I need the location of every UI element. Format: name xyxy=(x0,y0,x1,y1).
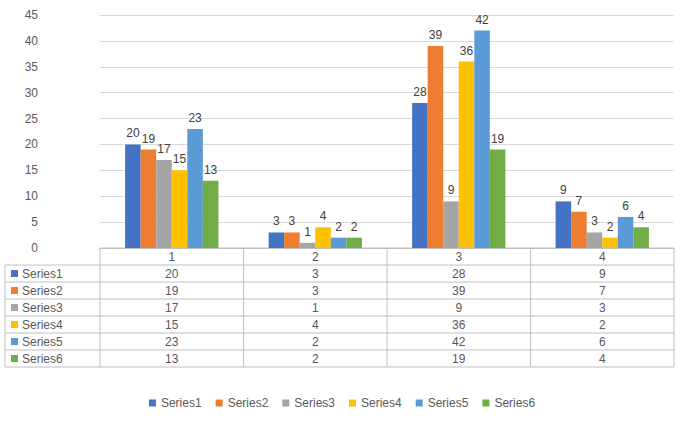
svg-text:23: 23 xyxy=(165,335,179,349)
svg-text:42: 42 xyxy=(452,335,466,349)
svg-text:4: 4 xyxy=(320,209,327,223)
svg-text:9: 9 xyxy=(448,183,455,197)
svg-text:3: 3 xyxy=(455,250,462,264)
svg-text:9: 9 xyxy=(560,183,567,197)
svg-text:28: 28 xyxy=(452,267,466,281)
svg-text:42: 42 xyxy=(475,13,489,27)
svg-text:10: 10 xyxy=(25,189,39,203)
svg-text:2: 2 xyxy=(312,250,319,264)
svg-text:19: 19 xyxy=(491,132,505,146)
svg-text:7: 7 xyxy=(576,194,583,208)
svg-text:Series5: Series5 xyxy=(428,396,469,410)
svg-text:3: 3 xyxy=(289,214,296,228)
svg-text:3: 3 xyxy=(273,214,280,228)
svg-text:Series1: Series1 xyxy=(161,396,202,410)
svg-text:2: 2 xyxy=(607,220,614,234)
svg-text:20: 20 xyxy=(25,137,39,151)
svg-text:2: 2 xyxy=(312,352,319,366)
svg-text:2: 2 xyxy=(312,335,319,349)
svg-text:20: 20 xyxy=(165,267,179,281)
svg-text:23: 23 xyxy=(188,111,202,125)
svg-text:4: 4 xyxy=(638,209,645,223)
svg-text:20: 20 xyxy=(126,126,140,140)
svg-text:Series3: Series3 xyxy=(294,396,335,410)
svg-text:3: 3 xyxy=(599,301,606,315)
svg-text:13: 13 xyxy=(204,163,218,177)
svg-text:6: 6 xyxy=(622,199,629,213)
svg-text:Series2: Series2 xyxy=(228,396,269,410)
svg-text:2: 2 xyxy=(599,318,606,332)
svg-text:Series2: Series2 xyxy=(22,284,63,298)
svg-text:4: 4 xyxy=(599,352,606,366)
svg-text:4: 4 xyxy=(599,250,606,264)
svg-text:0: 0 xyxy=(31,241,38,255)
svg-text:3: 3 xyxy=(591,214,598,228)
svg-text:Series4: Series4 xyxy=(22,318,63,332)
svg-text:7: 7 xyxy=(599,284,606,298)
svg-text:15: 15 xyxy=(25,163,39,177)
svg-text:Series6: Series6 xyxy=(22,352,63,366)
svg-text:19: 19 xyxy=(452,352,466,366)
svg-text:15: 15 xyxy=(173,152,187,166)
svg-text:25: 25 xyxy=(25,112,39,126)
svg-text:3: 3 xyxy=(312,267,319,281)
svg-text:Series6: Series6 xyxy=(494,396,535,410)
svg-text:19: 19 xyxy=(165,284,179,298)
svg-text:1: 1 xyxy=(168,250,175,264)
svg-text:39: 39 xyxy=(429,28,443,42)
svg-text:40: 40 xyxy=(25,34,39,48)
svg-text:2: 2 xyxy=(335,220,342,234)
svg-text:30: 30 xyxy=(25,86,39,100)
svg-text:Series1: Series1 xyxy=(22,267,63,281)
svg-text:6: 6 xyxy=(599,335,606,349)
svg-text:5: 5 xyxy=(31,215,38,229)
svg-text:Series5: Series5 xyxy=(22,335,63,349)
svg-text:39: 39 xyxy=(452,284,466,298)
svg-text:45: 45 xyxy=(25,8,39,22)
svg-text:28: 28 xyxy=(413,85,427,99)
svg-text:13: 13 xyxy=(165,352,179,366)
svg-text:9: 9 xyxy=(455,301,462,315)
svg-text:36: 36 xyxy=(452,318,466,332)
svg-text:9: 9 xyxy=(599,267,606,281)
svg-text:1: 1 xyxy=(312,301,319,315)
svg-text:15: 15 xyxy=(165,318,179,332)
svg-text:19: 19 xyxy=(142,132,156,146)
svg-text:17: 17 xyxy=(157,142,171,156)
svg-text:1: 1 xyxy=(304,225,311,239)
svg-text:Series3: Series3 xyxy=(22,301,63,315)
svg-text:2: 2 xyxy=(351,220,358,234)
svg-text:4: 4 xyxy=(312,318,319,332)
svg-text:36: 36 xyxy=(460,44,474,58)
svg-text:3: 3 xyxy=(312,284,319,298)
svg-text:35: 35 xyxy=(25,60,39,74)
svg-text:17: 17 xyxy=(165,301,179,315)
svg-text:Series4: Series4 xyxy=(361,396,402,410)
